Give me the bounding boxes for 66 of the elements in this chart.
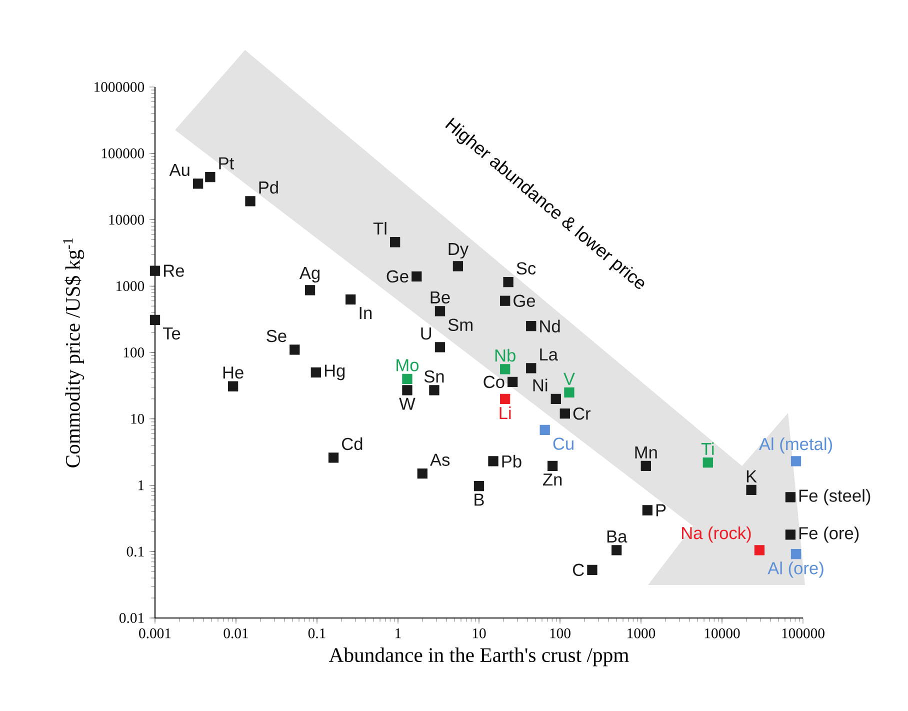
annotation: Ni — [533, 378, 548, 392]
annotation: Nb — [495, 348, 516, 362]
annotation: Cd — [342, 437, 362, 450]
x-tick-label: 1000 — [628, 628, 656, 638]
annotation: W — [399, 398, 416, 410]
annotation: Re — [164, 264, 184, 277]
annotation: Al (ore) — [768, 562, 824, 578]
annotation: Sm — [448, 318, 472, 331]
annotation: Ba — [607, 530, 628, 543]
annotation: Se — [266, 330, 286, 342]
x-tick-label: 0.001 — [139, 628, 171, 638]
annotation: Ge — [386, 270, 408, 283]
y-tick-label: 1000 — [116, 281, 144, 292]
annotation: Ti — [701, 442, 714, 455]
annotation: Sc — [516, 262, 536, 274]
annotation: In — [360, 307, 372, 319]
y-tick-label: 0.1 — [126, 546, 144, 557]
annotation: Cu — [553, 438, 574, 450]
annotation: Fe (ore) — [799, 526, 859, 543]
y-tick-label: 10000 — [109, 214, 144, 225]
annotation: Be — [430, 291, 450, 304]
annotation: Mo — [396, 359, 419, 372]
annotation: Ag — [299, 267, 320, 283]
y-axis-title: Commodity price /US$ kg$^{-1}$ — [63, 238, 84, 468]
annotation: Nd — [540, 320, 560, 332]
y-tick-label: 10 — [131, 414, 144, 424]
annotation: C — [572, 564, 584, 576]
annotation: Cr — [573, 407, 591, 420]
annotation: As — [430, 454, 450, 466]
annotation: Au — [169, 164, 190, 176]
annotation: Zn — [543, 474, 562, 486]
annotation: Tl — [373, 222, 386, 235]
annotation: He — [223, 366, 244, 379]
y-tick-label: 0.01 — [120, 613, 144, 623]
annotation: Na (rock) — [682, 526, 751, 543]
annotation: Sn — [424, 370, 444, 383]
y-tick-label: 100000 — [102, 148, 144, 158]
annotation: V — [564, 372, 575, 385]
x-tick-label: 0.1 — [308, 628, 326, 638]
annotation: Pd — [259, 180, 278, 194]
x-tick-label: 10 — [472, 628, 486, 638]
annotation: Mn — [635, 446, 657, 458]
x-tick-label: 10000 — [704, 628, 740, 638]
x-tick-label: 100 — [550, 628, 570, 638]
annotation: P — [656, 504, 666, 516]
y-tick-label: 1000000 — [94, 82, 144, 92]
x-axis-title: Abundance in the Earth's crust /ppm — [328, 648, 629, 666]
x-tick-label: 1 — [396, 628, 401, 638]
x-tick-label: 100000 — [782, 628, 824, 638]
annotation: Co — [484, 376, 504, 388]
annotation: Pb — [502, 454, 522, 468]
annotation: Dy — [448, 243, 469, 259]
annotation: Ge — [514, 294, 536, 307]
annotation: U — [421, 328, 432, 340]
annotation: Te — [163, 327, 180, 340]
x-tick-label: 0.01 — [224, 628, 248, 638]
y-tick-label: 100 — [124, 348, 144, 358]
annotation: K — [746, 470, 757, 482]
annotation: La — [540, 348, 558, 361]
y-tick-label: 1 — [138, 480, 144, 490]
annotation: Al (metal) — [758, 437, 832, 454]
annotation: Hg — [324, 364, 345, 380]
annotation: Pt — [219, 157, 234, 170]
annotation: Fe (steel) — [799, 489, 870, 506]
annotation: Li — [500, 406, 511, 420]
annotation: B — [474, 494, 484, 506]
